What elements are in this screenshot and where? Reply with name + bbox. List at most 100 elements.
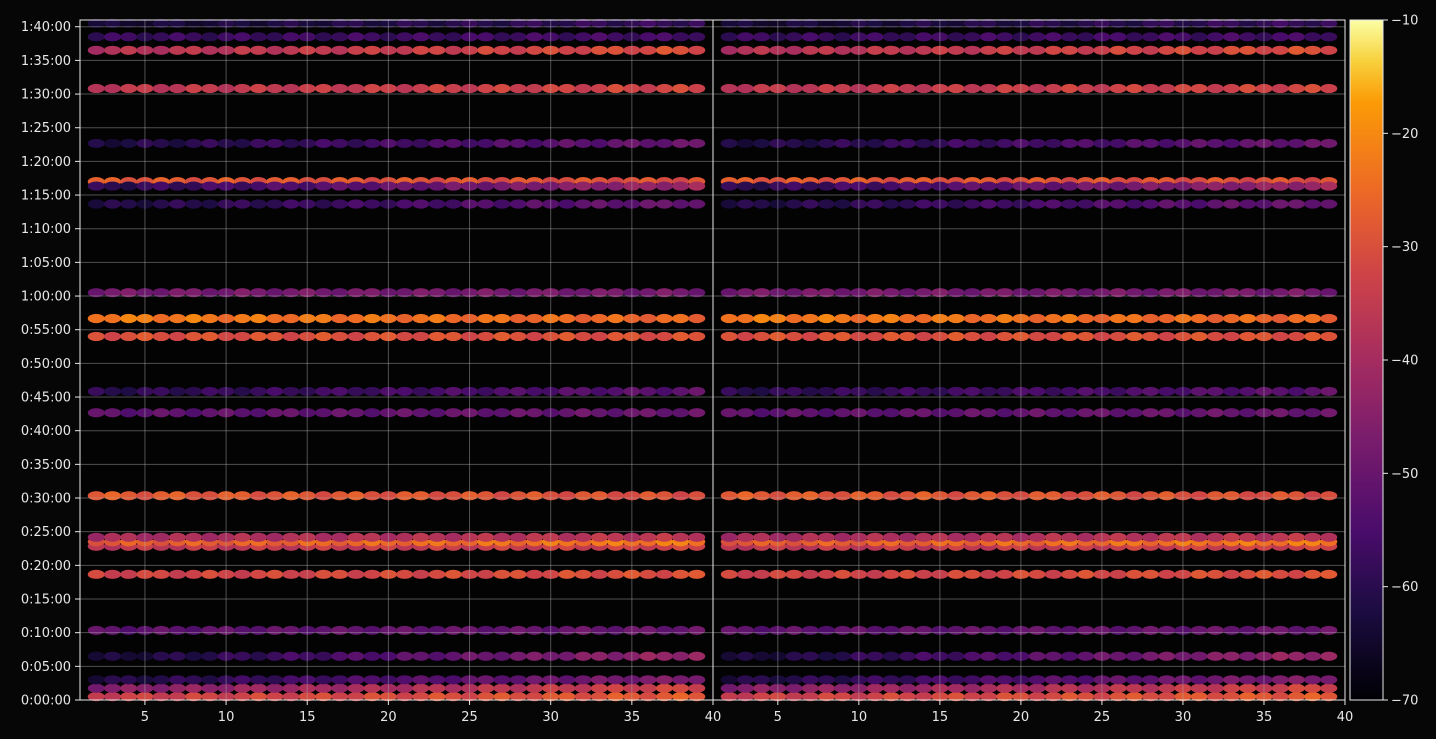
heatmap-cell bbox=[525, 569, 543, 579]
heatmap-cell bbox=[1304, 45, 1322, 55]
heatmap-cell bbox=[168, 313, 186, 324]
heatmap-cell bbox=[347, 675, 365, 685]
heatmap-cell bbox=[801, 83, 819, 94]
heatmap-cell bbox=[331, 288, 349, 298]
heatmap-cell bbox=[412, 675, 430, 685]
heatmap-cell bbox=[639, 199, 657, 209]
heatmap-cell bbox=[801, 683, 819, 693]
heatmap-cell bbox=[801, 692, 819, 702]
heatmap-cell bbox=[250, 138, 268, 149]
heatmap-cell bbox=[542, 181, 560, 191]
heatmap-cell bbox=[882, 692, 900, 702]
heatmap-cell bbox=[120, 331, 138, 342]
heatmap-cell bbox=[898, 331, 916, 342]
heatmap-cell bbox=[866, 491, 884, 501]
heatmap-cell bbox=[639, 18, 657, 28]
heatmap-cell bbox=[1304, 491, 1322, 501]
heatmap-cell bbox=[1271, 331, 1289, 342]
heatmap-cell bbox=[817, 675, 835, 685]
heatmap-cell bbox=[996, 408, 1014, 418]
heatmap-cell bbox=[282, 532, 300, 542]
heatmap-cell bbox=[947, 313, 965, 324]
heatmap-cell bbox=[136, 138, 154, 149]
heatmap-cell bbox=[428, 313, 446, 324]
heatmap-cell bbox=[1012, 83, 1030, 94]
heatmap-cell bbox=[477, 32, 495, 42]
heatmap-cell bbox=[623, 683, 641, 693]
heatmap-cell bbox=[298, 32, 316, 42]
heatmap-cell bbox=[1077, 181, 1095, 191]
heatmap-cell bbox=[1142, 532, 1160, 542]
heatmap-cell bbox=[428, 45, 446, 55]
heatmap-cell bbox=[152, 569, 170, 579]
heatmap-cell bbox=[136, 32, 154, 42]
heatmap-cell bbox=[217, 651, 235, 661]
heatmap-cell bbox=[298, 181, 316, 191]
heatmap-cell bbox=[753, 625, 771, 636]
heatmap-cell bbox=[120, 83, 138, 94]
heatmap-cell bbox=[444, 408, 462, 418]
heatmap-cell bbox=[217, 491, 235, 501]
x-tick-label: 35 bbox=[1256, 710, 1273, 725]
heatmap-cell bbox=[396, 83, 414, 94]
heatmap-cell bbox=[444, 532, 462, 542]
heatmap-cell bbox=[688, 45, 706, 55]
heatmap-cell bbox=[428, 32, 446, 42]
heatmap-cell bbox=[915, 313, 933, 324]
heatmap-cell bbox=[996, 331, 1014, 342]
heatmap-cell bbox=[298, 692, 316, 702]
heatmap-cell bbox=[298, 408, 316, 418]
heatmap-cell bbox=[379, 288, 397, 298]
heatmap-cell bbox=[347, 651, 365, 661]
heatmap-cell bbox=[493, 45, 511, 55]
heatmap-cell bbox=[1190, 313, 1208, 324]
heatmap-cell bbox=[1077, 331, 1095, 342]
heatmap-cell bbox=[915, 675, 933, 685]
heatmap-cell bbox=[1271, 83, 1289, 94]
heatmap-cell bbox=[168, 288, 186, 298]
heatmap-cell bbox=[250, 83, 268, 94]
y-tick-label: 1:30:00 bbox=[21, 88, 71, 103]
heatmap-cell bbox=[672, 675, 690, 685]
heatmap-cell bbox=[720, 532, 738, 542]
heatmap-cell bbox=[168, 138, 186, 149]
heatmap-cell bbox=[1320, 625, 1338, 636]
heatmap-cell bbox=[785, 18, 803, 28]
heatmap-cell bbox=[753, 569, 771, 579]
heatmap-cell bbox=[379, 199, 397, 209]
heatmap-cell bbox=[882, 181, 900, 191]
heatmap-cell bbox=[1077, 408, 1095, 418]
heatmap-cell bbox=[898, 313, 916, 324]
heatmap-cell bbox=[720, 692, 738, 702]
heatmap-cell bbox=[655, 408, 673, 418]
heatmap-cell bbox=[1223, 313, 1241, 324]
band-1:36:30 bbox=[87, 45, 706, 55]
heatmap-cell bbox=[931, 199, 949, 209]
colorbar-tick-label: −60 bbox=[1391, 580, 1418, 595]
heatmap-cell bbox=[1239, 32, 1257, 42]
heatmap-cell bbox=[1320, 288, 1338, 298]
heatmap-cell bbox=[850, 331, 868, 342]
heatmap-cell bbox=[1061, 83, 1079, 94]
heatmap-cell bbox=[217, 625, 235, 636]
heatmap-cell bbox=[331, 532, 349, 542]
x-tick-label: 5 bbox=[141, 710, 149, 725]
heatmap-cell bbox=[720, 408, 738, 418]
heatmap-cell bbox=[1093, 386, 1111, 397]
heatmap-cell bbox=[590, 83, 608, 94]
heatmap-cell bbox=[1206, 288, 1224, 298]
heatmap-cell bbox=[623, 181, 641, 191]
band-1:40:30 bbox=[720, 18, 1338, 28]
heatmap-cell bbox=[607, 32, 625, 42]
heatmap-cell bbox=[672, 288, 690, 298]
heatmap-cell bbox=[1028, 386, 1046, 397]
heatmap-cell bbox=[282, 651, 300, 661]
heatmap-cell bbox=[979, 32, 997, 42]
heatmap-cell bbox=[103, 32, 121, 42]
heatmap-cell bbox=[574, 386, 592, 397]
heatmap-cell bbox=[1044, 408, 1062, 418]
heatmap-cell bbox=[1287, 331, 1305, 342]
heatmap-cell bbox=[947, 45, 965, 55]
heatmap-cell bbox=[1239, 692, 1257, 702]
heatmap-cell bbox=[396, 386, 414, 397]
